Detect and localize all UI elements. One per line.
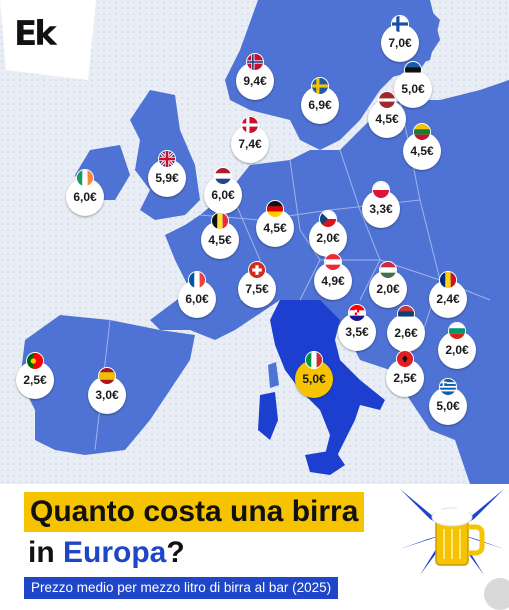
title-line-2: in Europa?	[28, 536, 185, 570]
price-marker-croatia: 3,5€	[338, 304, 376, 351]
price-marker-denmark: 7,4€	[231, 116, 269, 163]
price-marker-latvia: 4,5€	[368, 91, 406, 138]
price-label: 5,0€	[401, 82, 425, 96]
price-label: 7,5€	[245, 282, 269, 296]
price-label: 5,9€	[155, 171, 179, 185]
serbia-flag-icon	[397, 305, 415, 323]
price-label: 2,5€	[393, 371, 417, 385]
price-label: 2,0€	[376, 282, 400, 296]
price-label: 6,9€	[308, 98, 332, 112]
footer-panel: Quanto costa una birra in Europa? Prezzo…	[0, 484, 509, 600]
price-label: 2,0€	[316, 231, 340, 245]
price-marker-germany: 4,5€	[256, 200, 294, 247]
title-line-1: Quanto costa una birra	[24, 492, 365, 532]
subtitle: Prezzo medio per mezzo litro di birra al…	[24, 577, 339, 599]
price-marker-albania: 2,5€	[386, 350, 424, 397]
spain-flag-icon	[98, 367, 116, 385]
price-label: 2,0€	[445, 343, 469, 357]
price-label: 4,5€	[263, 221, 287, 235]
hungary-flag-icon	[379, 261, 397, 279]
estonia-flag-icon	[404, 61, 422, 79]
bulgaria-flag-icon	[448, 322, 466, 340]
title-line-2-suffix: ?	[166, 536, 185, 569]
logo-text: Ek	[14, 14, 57, 54]
logo-badge: Ek	[0, 0, 96, 86]
price-marker-lithuania: 4,5€	[403, 123, 441, 170]
austria-flag-icon	[324, 253, 342, 271]
land-sicily	[305, 450, 345, 475]
price-label: 5,0€	[436, 399, 460, 413]
price-label: 6,0€	[185, 292, 209, 306]
price-label: 9,4€	[243, 74, 267, 88]
poland-flag-icon	[372, 181, 390, 199]
price-marker-austria: 4,9€	[314, 253, 352, 300]
greece-flag-icon	[439, 378, 457, 396]
price-label: 4,5€	[375, 112, 399, 126]
ireland-flag-icon	[76, 169, 94, 187]
price-label: 4,9€	[321, 274, 345, 288]
price-marker-romania: 2,4€	[429, 271, 467, 318]
price-marker-czechia: 2,0€	[309, 210, 347, 257]
price-label: 4,5€	[410, 144, 434, 158]
price-label: 3,3€	[369, 202, 393, 216]
price-label: 3,5€	[345, 325, 369, 339]
germany-flag-icon	[266, 200, 284, 218]
croatia-flag-icon	[348, 304, 366, 322]
norway-flag-icon	[246, 53, 264, 71]
price-marker-estonia: 5,0€	[394, 61, 432, 108]
price-marker-belgium: 4,5€	[201, 212, 239, 259]
switzerland-flag-icon	[248, 261, 266, 279]
latvia-flag-icon	[378, 91, 396, 109]
overlay-button[interactable]	[484, 578, 509, 610]
beer-mug-icon	[400, 489, 504, 575]
sweden-flag-icon	[311, 77, 329, 95]
belgium-flag-icon	[211, 212, 229, 230]
france-flag-icon	[188, 271, 206, 289]
price-marker-spain: 3,0€	[88, 367, 126, 414]
price-marker-greece: 5,0€	[429, 378, 467, 425]
price-label: 5,0€	[302, 372, 326, 386]
price-marker-norway: 9,4€	[236, 53, 274, 100]
title-line-2-prefix: in	[28, 536, 63, 569]
romania-flag-icon	[439, 271, 457, 289]
finland-flag-icon	[391, 15, 409, 33]
price-marker-portugal: 2,5€	[16, 352, 54, 399]
portugal-flag-icon	[26, 352, 44, 370]
czechia-flag-icon	[319, 210, 337, 228]
price-marker-hungary: 2,0€	[369, 261, 407, 308]
price-marker-france: 6,0€	[178, 271, 216, 318]
price-label: 6,0€	[73, 190, 97, 204]
price-label: 2,5€	[23, 373, 47, 387]
price-marker-ireland: 6,0€	[66, 169, 104, 216]
albania-flag-icon	[396, 350, 414, 368]
price-marker-bulgaria: 2,0€	[438, 322, 476, 369]
land-sardinia	[258, 392, 278, 440]
price-marker-uk: 5,9€	[148, 150, 186, 197]
uk-flag-icon	[158, 150, 176, 168]
netherlands-flag-icon	[214, 167, 232, 185]
price-marker-poland: 3,3€	[362, 181, 400, 228]
title-highlight: Europa	[63, 536, 167, 569]
logo-background	[0, 0, 96, 80]
price-marker-italy: 5,0€	[295, 351, 333, 398]
price-label: 2,6€	[394, 326, 418, 340]
price-marker-finland: 7,0€	[381, 15, 419, 62]
lithuania-flag-icon	[413, 123, 431, 141]
price-marker-serbia: 2,6€	[387, 305, 425, 352]
price-label: 2,4€	[436, 292, 460, 306]
price-label: 7,4€	[238, 137, 262, 151]
price-marker-switzerland: 7,5€	[238, 261, 276, 308]
italy-flag-icon	[305, 351, 323, 369]
price-label: 3,0€	[95, 388, 119, 402]
land-corsica	[268, 362, 279, 388]
price-label: 7,0€	[388, 36, 412, 50]
europe-map: Ek 7,0€ 9,4€ 5,0€ 6,9€ 4,5€ 4,5€ 7,4€ 5,9€ 6,0€ 6…	[0, 0, 509, 484]
price-marker-sweden: 6,9€	[301, 77, 339, 124]
denmark-flag-icon	[241, 116, 259, 134]
price-marker-netherlands: 6,0€	[204, 167, 242, 214]
price-label: 4,5€	[208, 233, 232, 247]
price-label: 6,0€	[211, 188, 235, 202]
